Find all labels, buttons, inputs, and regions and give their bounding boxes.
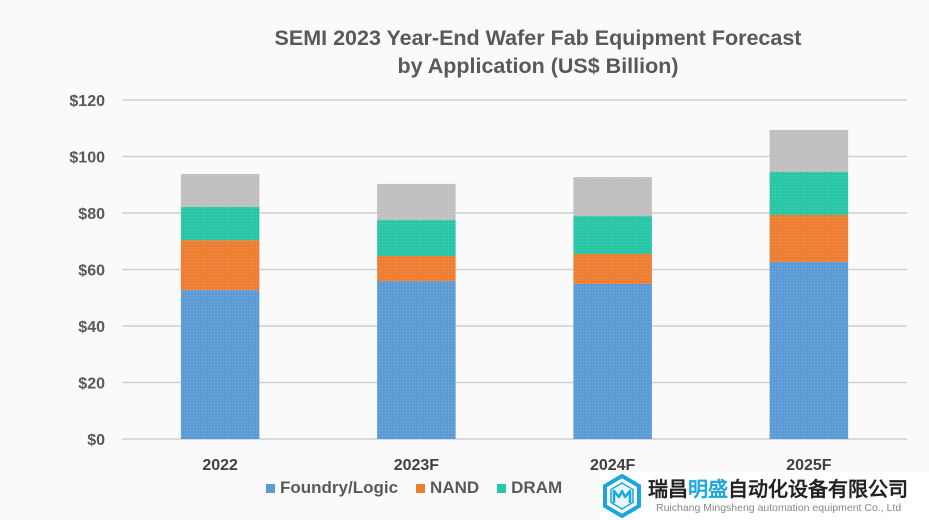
x-tick-label: 2024F bbox=[590, 457, 636, 474]
legend-label: NAND bbox=[430, 478, 480, 497]
chart-title-line1: SEMI 2023 Year-End Wafer Fab Equipment F… bbox=[274, 26, 802, 50]
legend-swatch bbox=[416, 483, 426, 493]
bar-stack-2022 bbox=[180, 174, 260, 439]
bar-segment-texture bbox=[377, 281, 456, 439]
bar-segment-texture bbox=[180, 207, 260, 241]
y-tick-label: $100 bbox=[69, 150, 105, 167]
legend-label: DRAM bbox=[511, 478, 563, 497]
y-tick-label: $20 bbox=[78, 376, 105, 393]
y-tick-label: $60 bbox=[78, 263, 105, 280]
hexagon-m-logo-icon bbox=[603, 474, 641, 518]
x-axis-tick-labels: 2022 2023F 2024F 2025F bbox=[202, 457, 831, 474]
bar-segment-texture bbox=[769, 261, 849, 439]
y-tick-label: $80 bbox=[78, 206, 105, 223]
bar-segment-texture bbox=[573, 177, 652, 217]
watermark-cn-prefix: 瑞昌 bbox=[648, 477, 688, 501]
bar-segment-texture bbox=[180, 290, 260, 439]
bar-segment-texture bbox=[180, 240, 260, 291]
bar-segment-texture bbox=[377, 255, 456, 282]
chart-title: SEMI 2023 Year-End Wafer Fab Equipment F… bbox=[170, 24, 906, 80]
bar-segment-texture bbox=[377, 183, 456, 221]
bar-segment-texture bbox=[180, 174, 260, 208]
bar-segment-texture bbox=[769, 214, 849, 262]
legend-label: Foundry/Logic bbox=[280, 478, 399, 497]
bars bbox=[180, 129, 849, 439]
legend-item-foundry-logic: Foundry/Logic bbox=[266, 478, 398, 498]
bar-stack-2024F bbox=[573, 177, 652, 439]
bar-segment-texture bbox=[769, 172, 849, 215]
x-tick-label: 2022 bbox=[202, 457, 238, 474]
watermark-company-cn: 瑞昌明盛自动化设备有限公司 bbox=[648, 477, 908, 501]
legend-item-nand: NAND bbox=[416, 478, 479, 498]
bar-segment-texture bbox=[573, 216, 652, 254]
watermark-cn-highlight: 明盛 bbox=[688, 477, 728, 501]
y-tick-label: $40 bbox=[78, 319, 105, 336]
chart-title-line2: by Application (US$ Billion) bbox=[397, 54, 679, 78]
legend-item-dram: DRAM bbox=[497, 478, 562, 498]
watermark: 瑞昌明盛自动化设备有限公司 Ruichang Mingsheng automat… bbox=[600, 472, 929, 520]
y-tick-label: $0 bbox=[87, 432, 105, 449]
y-axis-tick-labels: $0 $20 $40 $60 $80 $100 $120 bbox=[69, 93, 105, 449]
legend: Foundry/Logic NAND DRAM bbox=[266, 478, 580, 498]
bar-stack-2023F bbox=[377, 183, 456, 439]
legend-swatch bbox=[497, 483, 507, 493]
watermark-cn-suffix: 自动化设备有限公司 bbox=[728, 477, 908, 501]
bar-stack-2025F bbox=[769, 129, 849, 439]
y-tick-label: $120 bbox=[69, 93, 105, 110]
x-tick-label: 2025F bbox=[786, 457, 832, 474]
bar-segment-texture bbox=[769, 129, 849, 173]
legend-swatch bbox=[266, 483, 275, 493]
bar-segment-texture bbox=[377, 220, 456, 256]
bar-segment-texture bbox=[573, 283, 652, 439]
bar-segment-texture bbox=[573, 253, 652, 284]
watermark-company-en: Ruichang Mingsheng automation equipment … bbox=[656, 502, 902, 514]
x-tick-label: 2023F bbox=[394, 457, 440, 474]
